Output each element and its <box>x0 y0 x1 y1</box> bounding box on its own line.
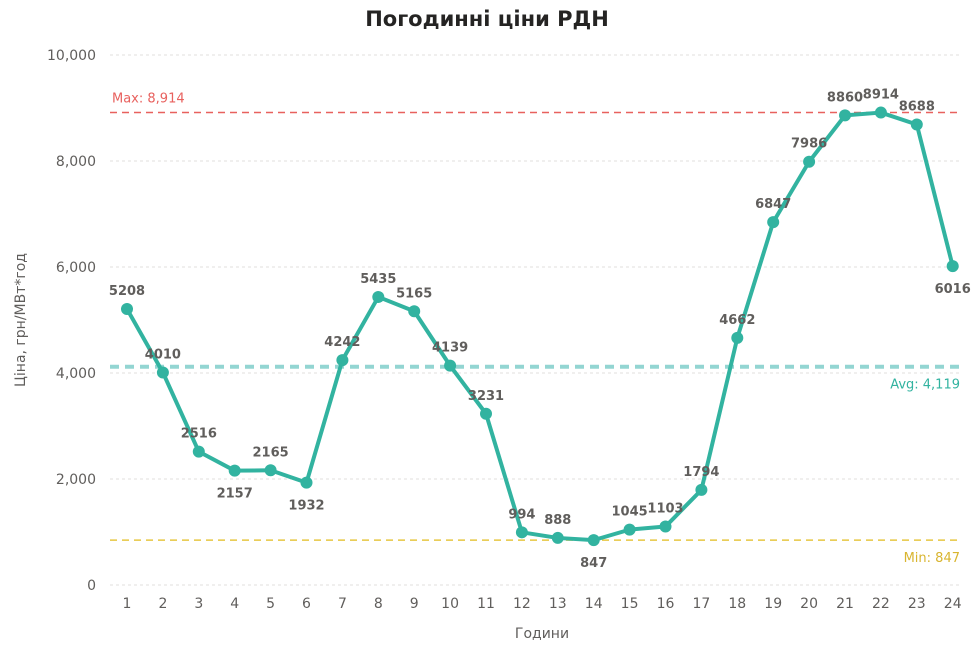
series-line-group <box>121 106 959 547</box>
data-point <box>336 354 349 367</box>
data-point <box>121 302 133 315</box>
data-point <box>408 305 421 318</box>
y-tick-label: 0 <box>87 578 96 594</box>
y-tick-label: 10,000 <box>47 48 96 64</box>
x-tick-label: 9 <box>410 596 419 612</box>
x-tick-label: 11 <box>477 596 495 612</box>
x-tick-label: 12 <box>513 596 531 612</box>
data-point <box>551 531 564 544</box>
data-label: 2157 <box>217 487 253 502</box>
data-point <box>372 290 385 303</box>
x-tick-label: 8 <box>374 596 383 612</box>
x-tick-label: 16 <box>657 596 675 612</box>
reference-line-label: Avg: 4,119 <box>890 378 960 393</box>
data-point <box>300 476 313 489</box>
data-label: 7986 <box>791 137 827 152</box>
data-point <box>444 359 457 372</box>
data-label: 5208 <box>109 284 145 299</box>
data-label: 4010 <box>145 347 181 362</box>
data-point <box>910 118 923 131</box>
data-point <box>623 523 636 536</box>
data-label: 4139 <box>432 341 468 356</box>
x-tick-label: 18 <box>728 596 746 612</box>
x-tick-label: 2 <box>158 596 167 612</box>
data-label: 4242 <box>324 335 360 350</box>
reference-line-label: Min: 847 <box>904 551 960 566</box>
data-label: 6016 <box>935 282 971 297</box>
x-tick-label: 17 <box>692 596 710 612</box>
x-axis-title: Години <box>515 626 569 642</box>
data-point <box>515 526 528 539</box>
chart-title: Погодинні ціни РДН <box>365 7 609 31</box>
data-point <box>767 216 780 229</box>
data-label: 3231 <box>468 389 504 404</box>
data-label: 1794 <box>683 465 719 480</box>
data-point <box>659 520 672 533</box>
x-tick-label: 6 <box>302 596 311 612</box>
x-tick-label: 5 <box>266 596 275 612</box>
data-label: 8914 <box>863 88 899 103</box>
data-label: 994 <box>508 507 535 522</box>
data-label: 2516 <box>181 427 217 442</box>
data-label: 888 <box>544 513 571 528</box>
data-point <box>803 155 816 168</box>
data-label: 8688 <box>899 100 935 115</box>
x-tick-label: 10 <box>441 596 459 612</box>
x-tick-label: 23 <box>908 596 926 612</box>
data-label: 5165 <box>396 286 432 301</box>
x-tick-label: 7 <box>338 596 347 612</box>
y-tick-label: 8,000 <box>56 154 96 170</box>
gridlines <box>110 54 962 586</box>
y-tick-label: 4,000 <box>56 366 96 382</box>
data-point <box>156 366 169 379</box>
x-tick-label: 20 <box>800 596 818 612</box>
reference-lines: Max: 8,914 Avg: 4,119 Min: 847 <box>110 92 962 566</box>
data-label: 847 <box>580 556 607 571</box>
data-point <box>228 464 241 477</box>
x-tick-label: 15 <box>621 596 639 612</box>
y-tick-label: 2,000 <box>56 472 96 488</box>
data-point <box>874 106 887 119</box>
x-axis-ticks: 1 2 3 4 5 6 7 8 9 10 11 12 13 14 15 16 17 18 19 20 21 22 23 24 <box>123 596 962 612</box>
data-point <box>587 534 600 547</box>
reference-line-label: Max: 8,914 <box>112 92 185 107</box>
x-tick-label: 22 <box>872 596 890 612</box>
data-label: 2165 <box>253 445 289 460</box>
data-point <box>695 483 708 496</box>
series-line <box>125 110 955 543</box>
x-tick-label: 4 <box>230 596 239 612</box>
data-label: 8860 <box>827 90 863 105</box>
y-tick-label: 6,000 <box>56 260 96 276</box>
data-label: 4662 <box>719 313 755 328</box>
data-label: 1932 <box>288 499 324 514</box>
data-label: 5435 <box>360 272 396 287</box>
data-point <box>731 331 744 344</box>
data-label: 1045 <box>612 505 648 520</box>
x-tick-label: 14 <box>585 596 603 612</box>
data-point <box>946 260 959 273</box>
x-tick-label: 21 <box>836 596 854 612</box>
data-label: 1103 <box>647 502 683 517</box>
x-tick-label: 19 <box>764 596 782 612</box>
x-tick-label: 13 <box>549 596 567 612</box>
data-point <box>839 109 851 122</box>
y-axis-ticks: 0 2,000 4,000 6,000 8,000 10,000 <box>47 48 96 594</box>
x-tick-label: 24 <box>944 596 962 612</box>
data-label: 6847 <box>755 197 791 212</box>
x-tick-label: 3 <box>194 596 203 612</box>
data-point <box>264 464 277 477</box>
data-point <box>480 407 492 420</box>
y-axis-title: Ціна, грн/МВт*год <box>13 253 29 387</box>
data-point <box>192 445 205 458</box>
x-tick-label: 1 <box>123 596 132 612</box>
